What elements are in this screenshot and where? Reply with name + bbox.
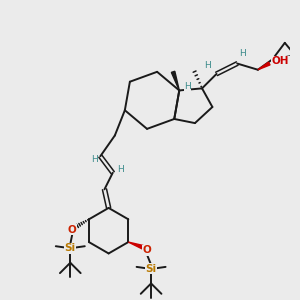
- Polygon shape: [171, 71, 179, 90]
- Text: H: H: [239, 49, 246, 58]
- Text: H: H: [204, 61, 211, 70]
- Text: OH: OH: [272, 56, 290, 67]
- Text: Si: Si: [65, 243, 76, 253]
- Polygon shape: [128, 242, 143, 249]
- Text: O: O: [142, 245, 151, 255]
- Text: H: H: [91, 155, 98, 164]
- Polygon shape: [258, 62, 270, 70]
- Text: O: O: [68, 225, 77, 235]
- Text: H: H: [184, 82, 191, 91]
- Text: H: H: [117, 165, 123, 174]
- Text: Si: Si: [146, 264, 157, 274]
